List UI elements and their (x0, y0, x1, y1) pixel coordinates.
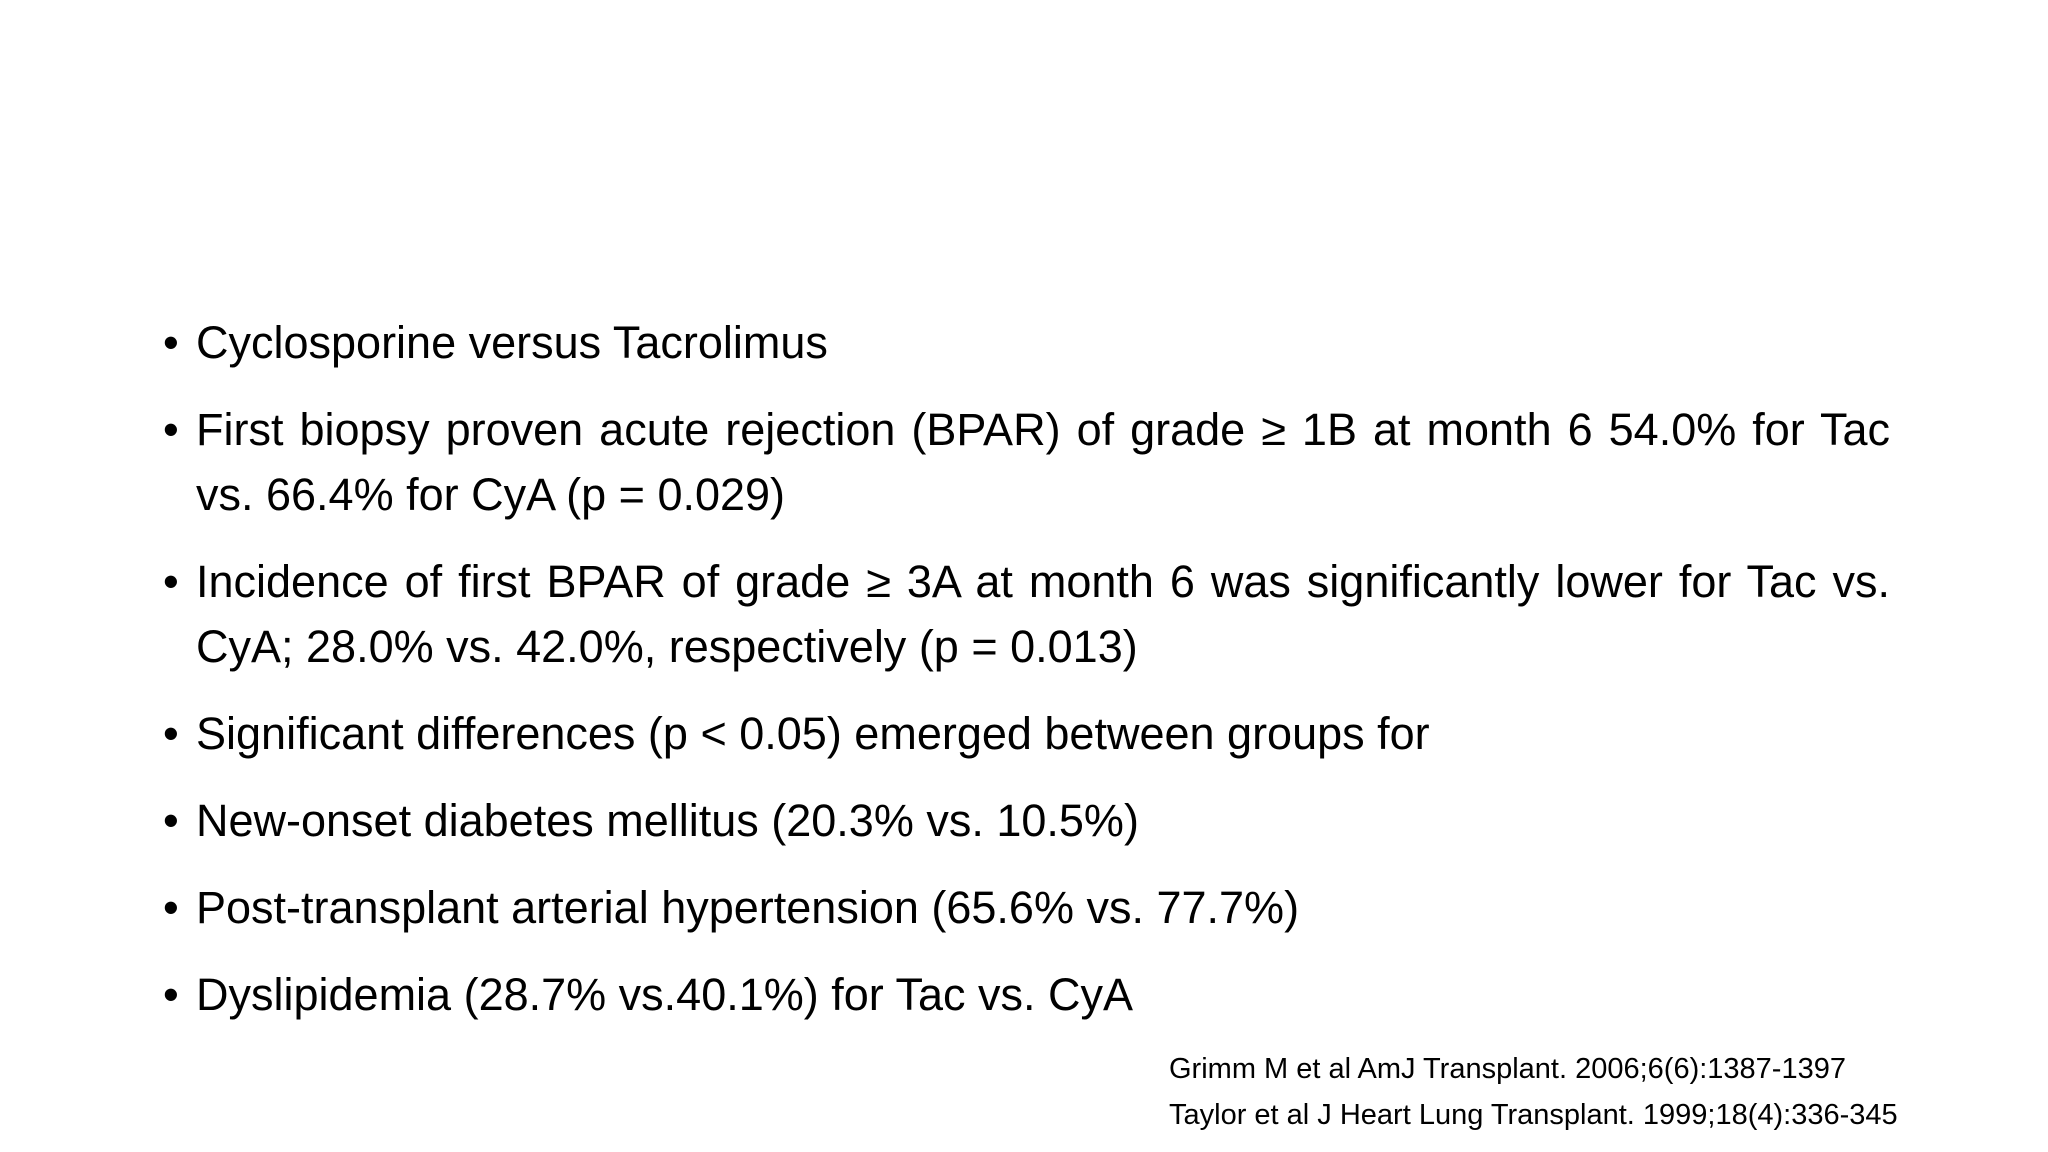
bullet: Cyclosporine versus Tacrolimus (163, 310, 1890, 375)
bullet: Dyslipidemia (28.7% vs.40.1%) for Tac vs… (163, 962, 1890, 1027)
bullet-list: Cyclosporine versus Tacrolimus First bio… (163, 310, 1890, 1049)
bullet: New-onset diabetes mellitus (20.3% vs. 1… (163, 788, 1890, 853)
bullet: Post-transplant arterial hypertension (6… (163, 875, 1890, 940)
reference: Taylor et al J Heart Lung Transplant. 19… (1169, 1099, 1898, 1131)
references: Grimm M et al AmJ Transplant. 2006;6(6):… (1169, 1046, 1898, 1138)
reference: Grimm M et al AmJ Transplant. 2006;6(6):… (1169, 1053, 1846, 1085)
bullet: First biopsy proven acute rejection (BPA… (163, 397, 1890, 527)
bullet: Significant differences (p < 0.05) emerg… (163, 701, 1890, 766)
bullet: Incidence of first BPAR of grade ≥ 3A at… (163, 549, 1890, 679)
